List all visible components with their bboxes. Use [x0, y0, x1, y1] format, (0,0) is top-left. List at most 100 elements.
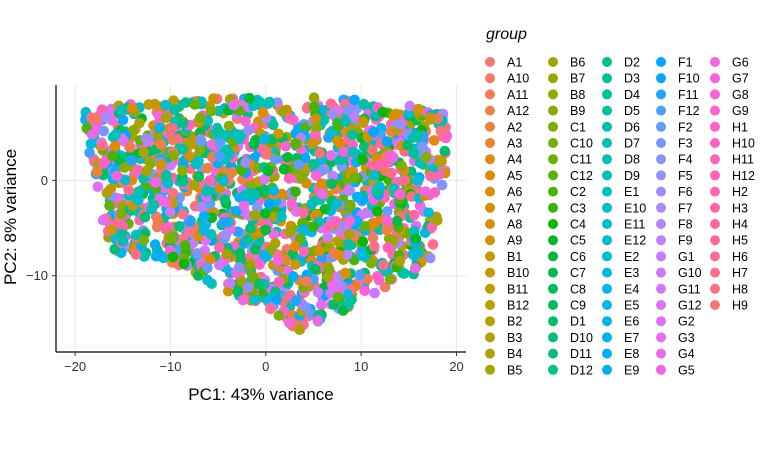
legend-label-C12: C12	[570, 169, 593, 183]
point-E11	[218, 175, 229, 187]
point-A2	[381, 224, 393, 236]
legend-key-E3	[602, 267, 612, 278]
point-D12	[177, 117, 189, 129]
point-C1	[115, 208, 127, 219]
point-C1	[195, 112, 206, 123]
point-H2	[214, 242, 225, 253]
point-F12	[214, 151, 226, 162]
point-D1	[259, 184, 271, 196]
legend-label-A11: A11	[507, 88, 528, 102]
legend-key-E4	[602, 283, 612, 294]
point-G1	[225, 277, 236, 289]
point-A11	[207, 151, 218, 163]
point-C11	[104, 200, 115, 211]
point-D10	[402, 139, 414, 151]
point-C5	[278, 163, 290, 175]
point-B7	[278, 106, 289, 118]
legend-label-H8: H8	[732, 282, 748, 296]
point-B4	[188, 179, 200, 191]
point-C3	[308, 221, 319, 232]
point-H1	[240, 116, 251, 127]
point-H10	[372, 271, 383, 282]
legend-label-A4: A4	[507, 153, 522, 167]
point-F11	[218, 217, 229, 228]
legend-label-E2: E2	[624, 250, 639, 264]
legend-key-H6	[710, 251, 720, 262]
legend-label-C3: C3	[570, 201, 586, 215]
legend-label-G7: G7	[732, 72, 749, 86]
point-G5	[312, 315, 324, 326]
x-axis-label: PC1: 43% variance	[188, 385, 334, 404]
point-G9	[111, 170, 123, 182]
point-H5	[425, 170, 436, 182]
legend-key-G1	[656, 251, 666, 262]
axes	[55, 85, 466, 353]
legend-label-F10: F10	[678, 72, 700, 86]
legend-label-E4: E4	[624, 282, 639, 296]
point-E11	[160, 99, 171, 111]
point-D11	[245, 222, 256, 234]
point-E2	[202, 274, 213, 286]
point-B9	[366, 257, 377, 269]
legend-key-E6	[602, 316, 612, 327]
point-E4	[258, 133, 270, 145]
point-H1	[254, 259, 265, 270]
legend-key-B4	[485, 348, 495, 359]
point-C2	[107, 150, 118, 162]
point-F1	[368, 126, 379, 138]
legend-label-D3: D3	[624, 72, 640, 86]
legend-key-B9	[548, 105, 558, 116]
point-H4	[408, 209, 420, 221]
point-C11	[189, 99, 201, 110]
point-D8	[347, 146, 359, 158]
point-A5	[109, 141, 121, 152]
legend-key-A11	[485, 89, 495, 100]
legend-key-D9	[602, 170, 612, 181]
point-A12	[155, 139, 167, 150]
point-G8	[160, 196, 171, 208]
point-D12	[174, 221, 185, 232]
y-axis-label: PC2: 8% variance	[1, 149, 20, 285]
point-B8	[420, 152, 432, 163]
legend-key-H7	[710, 267, 720, 278]
point-C12	[300, 122, 311, 133]
point-C10	[349, 172, 360, 183]
legend-key-B6	[548, 57, 558, 67]
point-F10	[299, 152, 311, 164]
point-H2	[159, 222, 171, 234]
legend-label-B1: B1	[507, 250, 522, 264]
legend-label-D4: D4	[624, 88, 640, 102]
point-B5	[343, 229, 355, 240]
legend-key-F1	[656, 57, 666, 67]
point-F11	[126, 155, 137, 166]
legend-label-A5: A5	[507, 169, 522, 183]
legend-label-C1: C1	[570, 120, 586, 134]
point-D11	[139, 211, 151, 223]
point-D12	[177, 176, 189, 187]
legend-key-G10	[656, 267, 666, 278]
point-D10	[253, 278, 265, 290]
point-G4	[238, 199, 250, 211]
point-C7	[337, 305, 349, 316]
legend-key-E1	[602, 186, 612, 197]
point-F5	[243, 124, 254, 136]
points-layer	[80, 92, 453, 336]
point-C9	[326, 178, 337, 190]
legend-label-A9: A9	[507, 234, 522, 248]
point-C3	[290, 186, 301, 198]
point-H7	[369, 241, 380, 252]
point-D8	[240, 189, 252, 201]
point-D10	[109, 244, 120, 255]
legend-key-C5	[548, 235, 558, 246]
point-G3	[228, 99, 240, 111]
legend-key-C2	[548, 186, 558, 197]
point-A9	[155, 158, 167, 170]
point-C7	[391, 215, 403, 227]
point-C5	[244, 92, 255, 104]
point-E12	[423, 207, 435, 219]
legend-label-E7: E7	[624, 331, 639, 345]
point-F8	[196, 201, 207, 213]
point-D7	[217, 129, 229, 141]
point-F1	[271, 294, 283, 305]
point-G1	[404, 100, 416, 112]
